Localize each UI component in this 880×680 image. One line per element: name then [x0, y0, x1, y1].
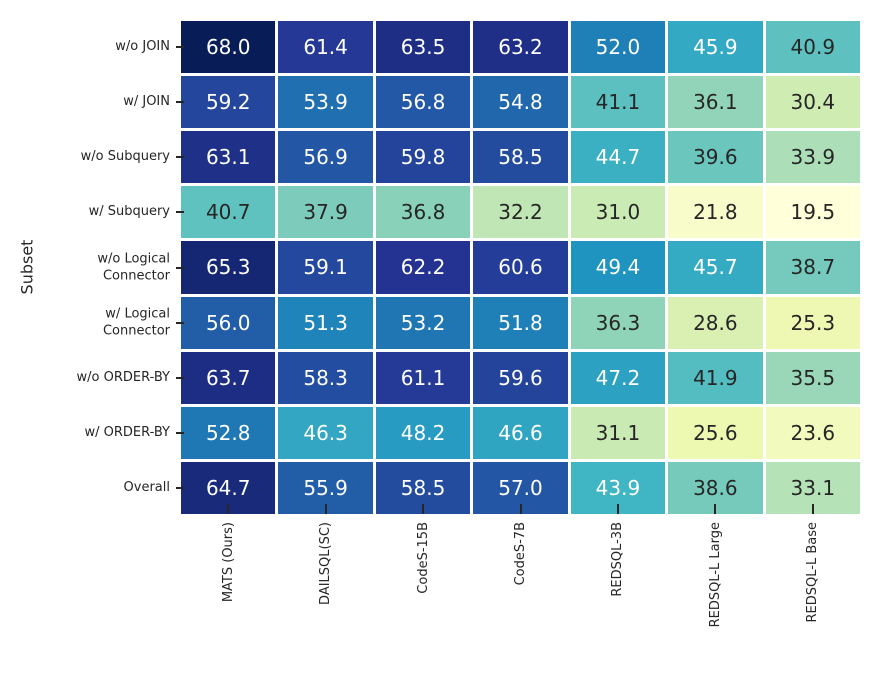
heatmap-cell: 40.9: [765, 21, 860, 74]
y-tick: [176, 321, 184, 324]
heatmap-cell: 36.8: [375, 186, 471, 239]
y-tick-label: w/ Logical Connector: [102, 306, 170, 339]
heatmap-cell: 40.7: [181, 186, 276, 239]
heatmap-cell: 48.2: [375, 406, 471, 459]
heatmap-cell: 37.9: [278, 186, 373, 239]
y-tick-label: w/o Subquery: [80, 149, 170, 165]
heatmap-cell: 47.2: [570, 351, 666, 404]
heatmap-cell: 59.6: [473, 351, 568, 404]
heatmap-cell: 51.8: [473, 296, 568, 349]
x-tick-label-text: MATS (Ours): [220, 522, 236, 603]
y-tick: [176, 431, 184, 434]
y-tick: [176, 266, 184, 269]
heatmap-cell: 32.2: [473, 186, 568, 239]
heatmap-cell: 33.1: [765, 461, 860, 514]
heatmap-cell: 39.6: [668, 131, 763, 184]
heatmap-cell: 28.6: [668, 296, 763, 349]
y-tick: [176, 101, 184, 104]
heatmap-cell: 45.9: [668, 21, 763, 74]
y-tick-label: w/o JOIN: [115, 39, 170, 55]
heatmap-cell: 61.1: [375, 351, 471, 404]
y-tick-label: w/ Subquery: [88, 204, 170, 220]
heatmap-cell: 68.0: [181, 21, 276, 74]
heatmap-cell: 63.7: [181, 351, 276, 404]
heatmap-cell: 38.7: [765, 241, 860, 294]
heatmap-cell: 60.6: [473, 241, 568, 294]
y-tick-label: w/o ORDER-BY: [76, 369, 170, 385]
y-tick-label: w/o Logical Connector: [97, 250, 170, 284]
heatmap-cell: 21.8: [668, 186, 763, 239]
heatmap-cell: 59.8: [375, 131, 471, 184]
heatmap-cell: 23.6: [765, 406, 860, 459]
heatmap-cell: 36.3: [570, 296, 666, 349]
heatmap-cell: 25.6: [668, 406, 763, 459]
heatmap-cell: 25.3: [765, 296, 860, 349]
y-tick-label: Overall: [123, 480, 170, 496]
heatmap-cell: 46.6: [473, 406, 568, 459]
heatmap: 68.0 61.4 63.5 63.2 52.0 45.9 40.9 59.2 53.9 56.8…: [181, 21, 860, 514]
x-tick: [714, 504, 717, 514]
heatmap-cell: 31.0: [570, 186, 666, 239]
heatmap-cell: 53.9: [278, 76, 373, 129]
y-tick: [176, 376, 184, 379]
heatmap-cell: 41.1: [570, 76, 666, 129]
x-tick-label-text: CodeS-7B: [512, 522, 528, 586]
heatmap-cell: 56.9: [278, 131, 373, 184]
x-tick: [227, 504, 230, 514]
x-tick-label-text: REDSQL-L Base: [805, 522, 821, 623]
x-tick-label-text: DAILSQL(SC): [318, 522, 334, 605]
heatmap-cell: 35.5: [765, 351, 860, 404]
heatmap-cell: 31.1: [570, 406, 666, 459]
x-tick-label: CodeS-7B: [473, 522, 567, 657]
y-tick: [176, 211, 184, 214]
x-tick-label: REDSQL-3B: [571, 522, 665, 657]
x-tick-label: REDSQL-L Base: [766, 522, 860, 657]
x-tick-label: DAILSQL(SC): [278, 522, 372, 657]
heatmap-cell: 33.9: [765, 131, 860, 184]
y-tick: [176, 486, 184, 489]
y-tick: [176, 156, 184, 159]
heatmap-cell: 45.7: [668, 241, 763, 294]
x-tick-label: REDSQL-L Large: [668, 522, 762, 657]
heatmap-cell: 46.3: [278, 406, 373, 459]
heatmap-cell: 59.1: [278, 241, 373, 294]
heatmap-cell: 41.9: [668, 351, 763, 404]
x-tick-label: MATS (Ours): [181, 522, 275, 657]
heatmap-cell: 49.4: [570, 241, 666, 294]
heatmap-cell: 56.0: [181, 296, 276, 349]
heatmap-cell: 59.2: [181, 76, 276, 129]
heatmap-cell: 61.4: [278, 21, 373, 74]
x-tick: [422, 504, 425, 514]
x-tick: [519, 504, 522, 514]
x-tick: [324, 504, 327, 514]
heatmap-cell: 19.5: [765, 186, 860, 239]
heatmap-cell: 53.2: [375, 296, 471, 349]
heatmap-cell: 52.8: [181, 406, 276, 459]
x-tick-label-text: REDSQL-L Large: [707, 522, 723, 628]
x-tick-label: CodeS-15B: [376, 522, 470, 657]
heatmap-cell: 44.7: [570, 131, 666, 184]
heatmap-cell: 56.8: [375, 76, 471, 129]
x-tick-label-text: REDSQL-3B: [610, 522, 626, 597]
heatmap-cell: 65.3: [181, 241, 276, 294]
y-tick-label: w/ JOIN: [123, 94, 170, 110]
heatmap-cell: 54.8: [473, 76, 568, 129]
heatmap-cell: 63.2: [473, 21, 568, 74]
y-tick: [176, 46, 184, 49]
y-tick-label: w/ ORDER-BY: [84, 425, 170, 441]
heatmap-cell: 51.3: [278, 296, 373, 349]
heatmap-cell: 58.3: [278, 351, 373, 404]
heatmap-cell: 58.5: [473, 131, 568, 184]
heatmap-cell: 30.4: [765, 76, 860, 129]
x-tick-label-text: CodeS-15B: [415, 522, 431, 594]
heatmap-cell: 62.2: [375, 241, 471, 294]
x-tick: [811, 504, 814, 514]
heatmap-cell: 36.1: [668, 76, 763, 129]
heatmap-cell: 63.1: [181, 131, 276, 184]
x-tick: [616, 504, 619, 514]
heatmap-cell: 52.0: [570, 21, 666, 74]
heatmap-cell: 63.5: [375, 21, 471, 74]
